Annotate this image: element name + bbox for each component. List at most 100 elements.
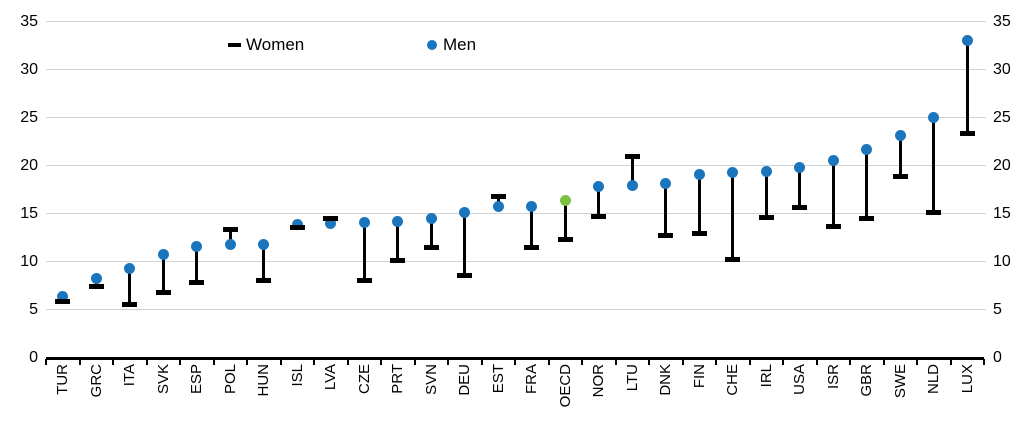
x-axis-tick bbox=[413, 358, 416, 365]
y-axis-label-left-30: 30 bbox=[20, 60, 38, 78]
women-dash-fra bbox=[524, 244, 540, 250]
connector-nld bbox=[932, 117, 936, 213]
women-dash-hun bbox=[256, 278, 272, 284]
men-dot-svk bbox=[157, 249, 169, 261]
gridline-15 bbox=[46, 213, 986, 214]
y-axis-label-right-35: 35 bbox=[993, 12, 1011, 30]
women-dash-deu bbox=[457, 273, 473, 279]
women-dash-nld bbox=[926, 210, 942, 216]
connector-swe bbox=[898, 135, 902, 177]
men-dot-grc bbox=[90, 273, 102, 285]
women-dash-cze bbox=[356, 278, 372, 284]
x-axis-tick bbox=[514, 358, 516, 365]
x-axis-label-usa: USA bbox=[791, 364, 809, 395]
women-dash-marker-icon bbox=[228, 43, 241, 47]
gridline-25 bbox=[46, 117, 986, 118]
women-dash-swe bbox=[892, 173, 908, 179]
x-axis-label-swe: SWE bbox=[891, 364, 909, 399]
connector-irl bbox=[764, 171, 768, 218]
x-axis-label-ita: ITA bbox=[121, 364, 139, 387]
y-axis-label-right-10: 10 bbox=[993, 252, 1011, 270]
women-dash-usa bbox=[792, 205, 808, 211]
y-axis-label-right-30: 30 bbox=[993, 60, 1011, 78]
women-dash-prt bbox=[390, 258, 406, 264]
men-dot-deu bbox=[459, 207, 471, 219]
men-dot-prt bbox=[392, 215, 404, 227]
x-axis-tick bbox=[581, 358, 583, 365]
women-dash-nor bbox=[591, 213, 607, 219]
x-axis-label-tur: TUR bbox=[54, 364, 72, 395]
connector-isr bbox=[831, 160, 835, 227]
x-axis-tick bbox=[916, 358, 918, 365]
x-axis-label-svk: SVK bbox=[154, 364, 172, 395]
x-axis-label-fin: FIN bbox=[690, 364, 708, 389]
women-dash-svk bbox=[155, 289, 171, 295]
women-dash-oecd bbox=[557, 236, 573, 242]
men-dot-oecd bbox=[559, 194, 571, 206]
connector-ltu bbox=[630, 156, 634, 186]
x-axis-label-dnk: DNK bbox=[657, 364, 675, 396]
men-dot-ita bbox=[124, 262, 136, 274]
x-axis-tick bbox=[145, 358, 148, 365]
men-dot-marker-icon bbox=[427, 40, 437, 50]
x-axis-tick bbox=[614, 358, 617, 365]
women-dash-est bbox=[490, 193, 506, 199]
x-axis-tick bbox=[849, 358, 851, 365]
x-axis-tick bbox=[715, 358, 717, 365]
gridline-20 bbox=[46, 165, 986, 166]
connector-deu bbox=[463, 212, 467, 276]
x-axis-tick bbox=[983, 358, 985, 365]
x-axis-tick bbox=[45, 358, 47, 365]
women-dash-grc bbox=[88, 283, 104, 289]
women-dash-che bbox=[725, 257, 741, 263]
connector-oecd bbox=[563, 200, 567, 240]
men-dot-est bbox=[492, 201, 504, 213]
men-dot-fin bbox=[693, 168, 705, 180]
x-axis-label-est: EST bbox=[489, 364, 507, 394]
legend-label-men: Men bbox=[443, 35, 477, 54]
y-axis-label-left-10: 10 bbox=[20, 252, 38, 270]
x-axis-label-svn: SVN bbox=[422, 364, 440, 395]
x-axis-label-pol: POL bbox=[221, 364, 239, 395]
men-dot-svn bbox=[425, 212, 437, 224]
x-axis-tick bbox=[480, 358, 483, 365]
x-axis-tick bbox=[112, 358, 114, 365]
x-axis-label-fra: FRA bbox=[523, 364, 541, 394]
men-dot-swe bbox=[894, 130, 906, 142]
x-axis-label-prt: PRT bbox=[389, 364, 407, 394]
x-axis-label-nld: NLD bbox=[925, 364, 943, 395]
x-axis-tick bbox=[179, 358, 181, 365]
men-dot-lux bbox=[961, 35, 973, 47]
gridline-30 bbox=[46, 69, 986, 70]
connector-ita bbox=[128, 268, 132, 305]
x-axis-tick bbox=[279, 358, 282, 365]
connector-fra bbox=[530, 206, 534, 248]
x-axis-tick bbox=[882, 358, 885, 365]
men-dot-hun bbox=[258, 238, 270, 250]
women-dash-pol bbox=[222, 227, 238, 233]
x-axis-label-oecd: OECD bbox=[556, 364, 574, 408]
connector-usa bbox=[798, 167, 802, 208]
x-axis-label-cze: CZE bbox=[355, 364, 373, 394]
gridline-5 bbox=[46, 309, 986, 310]
men-dot-isr bbox=[827, 155, 839, 167]
connector-che bbox=[731, 172, 735, 260]
gridline-35 bbox=[46, 21, 986, 22]
connector-fin bbox=[697, 174, 701, 234]
connector-lux bbox=[965, 40, 969, 134]
men-dot-nor bbox=[593, 181, 605, 193]
men-dot-ltu bbox=[626, 180, 638, 192]
x-axis-tick bbox=[547, 358, 550, 365]
x-axis-tick bbox=[748, 358, 751, 365]
women-dash-ita bbox=[122, 302, 138, 308]
connector-prt bbox=[396, 221, 400, 261]
connector-svn bbox=[429, 218, 433, 248]
men-dot-irl bbox=[760, 165, 772, 177]
x-axis-line bbox=[46, 356, 984, 360]
men-dot-isl bbox=[291, 218, 303, 230]
y-axis-label-right-20: 20 bbox=[993, 156, 1011, 174]
x-axis-label-lva: LVA bbox=[322, 364, 340, 391]
connector-nor bbox=[597, 186, 601, 217]
x-axis-label-isr: ISR bbox=[824, 364, 842, 390]
